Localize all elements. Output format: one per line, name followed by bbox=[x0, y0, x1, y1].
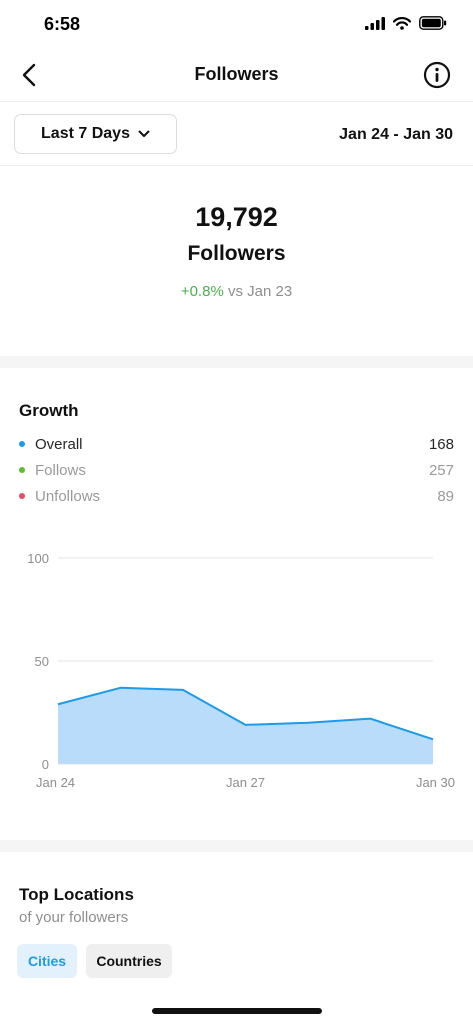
home-indicator bbox=[152, 1008, 322, 1014]
status-icons bbox=[365, 16, 447, 30]
x-tick-label: Jan 27 bbox=[226, 775, 265, 790]
page-title: Followers bbox=[194, 64, 279, 84]
y-tick-label: 100 bbox=[27, 551, 49, 566]
x-tick-label: Jan 24 bbox=[36, 775, 75, 790]
follower-change: +0.8% vs Jan 23 bbox=[0, 283, 473, 300]
time-range-dropdown[interactable]: Last 7 Days bbox=[14, 114, 177, 154]
date-range-row: Last 7 Days Jan 24 - Jan 30 bbox=[0, 102, 473, 166]
status-bar: 6:58 bbox=[0, 0, 473, 48]
tab-countries[interactable]: Countries bbox=[86, 944, 172, 978]
legend-label: Overall bbox=[35, 435, 83, 453]
date-range-label: Jan 24 - Jan 30 bbox=[339, 126, 453, 143]
y-tick-label: 50 bbox=[35, 654, 49, 669]
growth-chart: 100 50 0 Jan 24 Jan 27 Jan 30 bbox=[27, 551, 455, 790]
chevron-down-icon bbox=[138, 130, 150, 137]
legend-label: Follows bbox=[35, 461, 86, 479]
legend-value: 89 bbox=[437, 487, 454, 505]
legend-value: 257 bbox=[428, 461, 454, 479]
legend-dot bbox=[19, 493, 25, 499]
growth-section: Growth Overall 168 Follows 257 Unfollows… bbox=[0, 368, 473, 840]
signal-icon bbox=[365, 16, 385, 30]
change-percent: +0.8% bbox=[180, 283, 224, 300]
legend-row-overall: Overall 168 bbox=[19, 432, 454, 456]
info-icon[interactable] bbox=[423, 61, 451, 89]
follower-count-label: Followers bbox=[187, 242, 286, 265]
series-line bbox=[57, 686, 434, 741]
top-locations-title: Top Locations bbox=[19, 885, 134, 904]
top-locations-subtitle: of your followers bbox=[19, 909, 129, 926]
series-area bbox=[58, 687, 433, 764]
legend-dot bbox=[19, 467, 25, 473]
legend-row-follows: Follows 257 bbox=[19, 458, 454, 482]
follower-count: 19,792 bbox=[195, 202, 278, 232]
top-locations-section: Top Locations of your followers Cities C… bbox=[0, 852, 473, 1024]
nav-bar: Followers bbox=[0, 48, 473, 102]
y-tick-label: 0 bbox=[42, 757, 49, 772]
wifi-icon bbox=[393, 16, 411, 30]
tab-cities[interactable]: Cities bbox=[17, 944, 77, 978]
legend-dot bbox=[19, 441, 25, 447]
back-arrow-icon bbox=[22, 63, 36, 87]
battery-icon bbox=[419, 16, 447, 30]
followers-summary: 19,792 Followers +0.8% vs Jan 23 bbox=[0, 166, 473, 356]
legend-value: 168 bbox=[428, 435, 454, 453]
legend-row-unfollows: Unfollows 89 bbox=[19, 484, 454, 508]
status-time: 6:58 bbox=[44, 14, 81, 34]
x-tick-label: Jan 30 bbox=[416, 775, 455, 790]
back-button[interactable] bbox=[14, 60, 44, 90]
legend-label: Unfollows bbox=[35, 487, 101, 505]
section-divider bbox=[0, 840, 473, 852]
time-range-label: Last 7 Days bbox=[41, 125, 130, 142]
growth-title: Growth bbox=[19, 401, 79, 420]
section-divider bbox=[0, 356, 473, 368]
change-comparison: vs Jan 23 bbox=[227, 283, 293, 300]
